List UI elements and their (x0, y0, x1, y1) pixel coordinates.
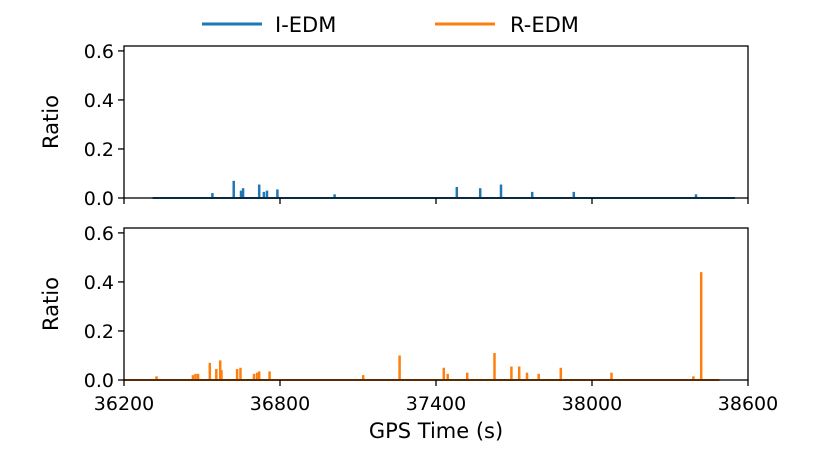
y-tick-label-0-2: 0.4 (84, 90, 114, 112)
y-axis-label-0: Ratio (39, 95, 63, 149)
x-tick-label-3: 38000 (562, 393, 622, 415)
panel-0: 0.0 0.2 0.4 0.6 Ratio (39, 41, 749, 210)
legend-label-1: R-EDM (510, 13, 579, 37)
x-tick-label-0: 36200 (94, 393, 154, 415)
y-tick-label-1-2: 0.4 (84, 272, 114, 294)
panel-frame-1 (123, 227, 749, 381)
x-axis: 36200 36800 37400 38000 38600 (94, 393, 778, 415)
y-axis-label-1: Ratio (39, 277, 63, 331)
y-tick-label-0-3: 0.6 (84, 41, 114, 63)
x-axis-label: GPS Time (s) (369, 419, 503, 443)
y-tick-label-1-3: 0.6 (84, 223, 114, 245)
chart-panels: 0.0 0.2 0.4 0.6 Ratio 0.0 0.2 0.4 0.6 Ratio (39, 41, 749, 392)
x-tick-label-2: 37400 (406, 393, 466, 415)
y-tick-label-0-1: 0.2 (84, 139, 114, 161)
legend-label-0: I-EDM (275, 13, 336, 37)
y-tick-label-1-0: 0.0 (84, 370, 114, 392)
x-tick-label-1: 36800 (250, 393, 310, 415)
y-tick-label-1-1: 0.2 (84, 321, 114, 343)
x-tick-label-4: 38600 (718, 393, 778, 415)
panel-1: 0.0 0.2 0.4 0.6 Ratio (39, 223, 749, 392)
y-tick-label-0-0: 0.0 (84, 188, 114, 210)
panel-frame-0 (123, 45, 749, 199)
legend: I-EDM R-EDM (202, 13, 579, 37)
